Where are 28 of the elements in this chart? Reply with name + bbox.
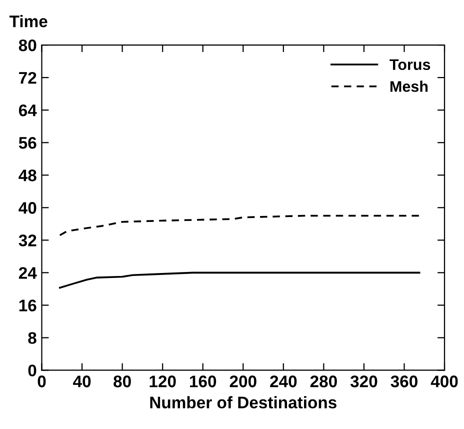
x-tick-label: 80 bbox=[114, 376, 131, 388]
legend-label: Mesh bbox=[390, 80, 428, 92]
x-tick-label: 120 bbox=[150, 376, 176, 388]
x-tick-label: 320 bbox=[350, 376, 378, 388]
y-tick-label: 24 bbox=[18, 267, 37, 279]
legend-label: Torus bbox=[390, 59, 430, 70]
y-tick-label: 16 bbox=[19, 300, 36, 312]
y-tick-label: 72 bbox=[19, 72, 36, 84]
x-tick-label: 280 bbox=[310, 376, 337, 388]
y-tick-label: 56 bbox=[18, 137, 36, 149]
y-axis-title: Time bbox=[9, 15, 48, 28]
y-tick-label: 0 bbox=[28, 364, 36, 376]
x-tick-label: 360 bbox=[390, 376, 418, 388]
y-tick-label: 40 bbox=[18, 202, 36, 214]
x-tick-label: 0 bbox=[38, 376, 46, 388]
line-series bbox=[58, 272, 420, 289]
x-tick-label: 160 bbox=[190, 376, 216, 388]
y-tick-label: 48 bbox=[18, 170, 36, 182]
y-tick-label: 32 bbox=[18, 234, 36, 246]
x-tick-label: 240 bbox=[270, 376, 297, 388]
x-axis-title: Number of Destinations bbox=[150, 396, 336, 408]
line-series bbox=[58, 214, 420, 236]
x-tick-label: 40 bbox=[73, 376, 91, 388]
y-tick-label: 80 bbox=[18, 39, 36, 52]
x-tick-label: 200 bbox=[230, 376, 256, 388]
x-tick-label: 400 bbox=[430, 376, 458, 388]
y-tick-label: 8 bbox=[28, 332, 36, 344]
y-tick-label: 64 bbox=[18, 104, 37, 116]
